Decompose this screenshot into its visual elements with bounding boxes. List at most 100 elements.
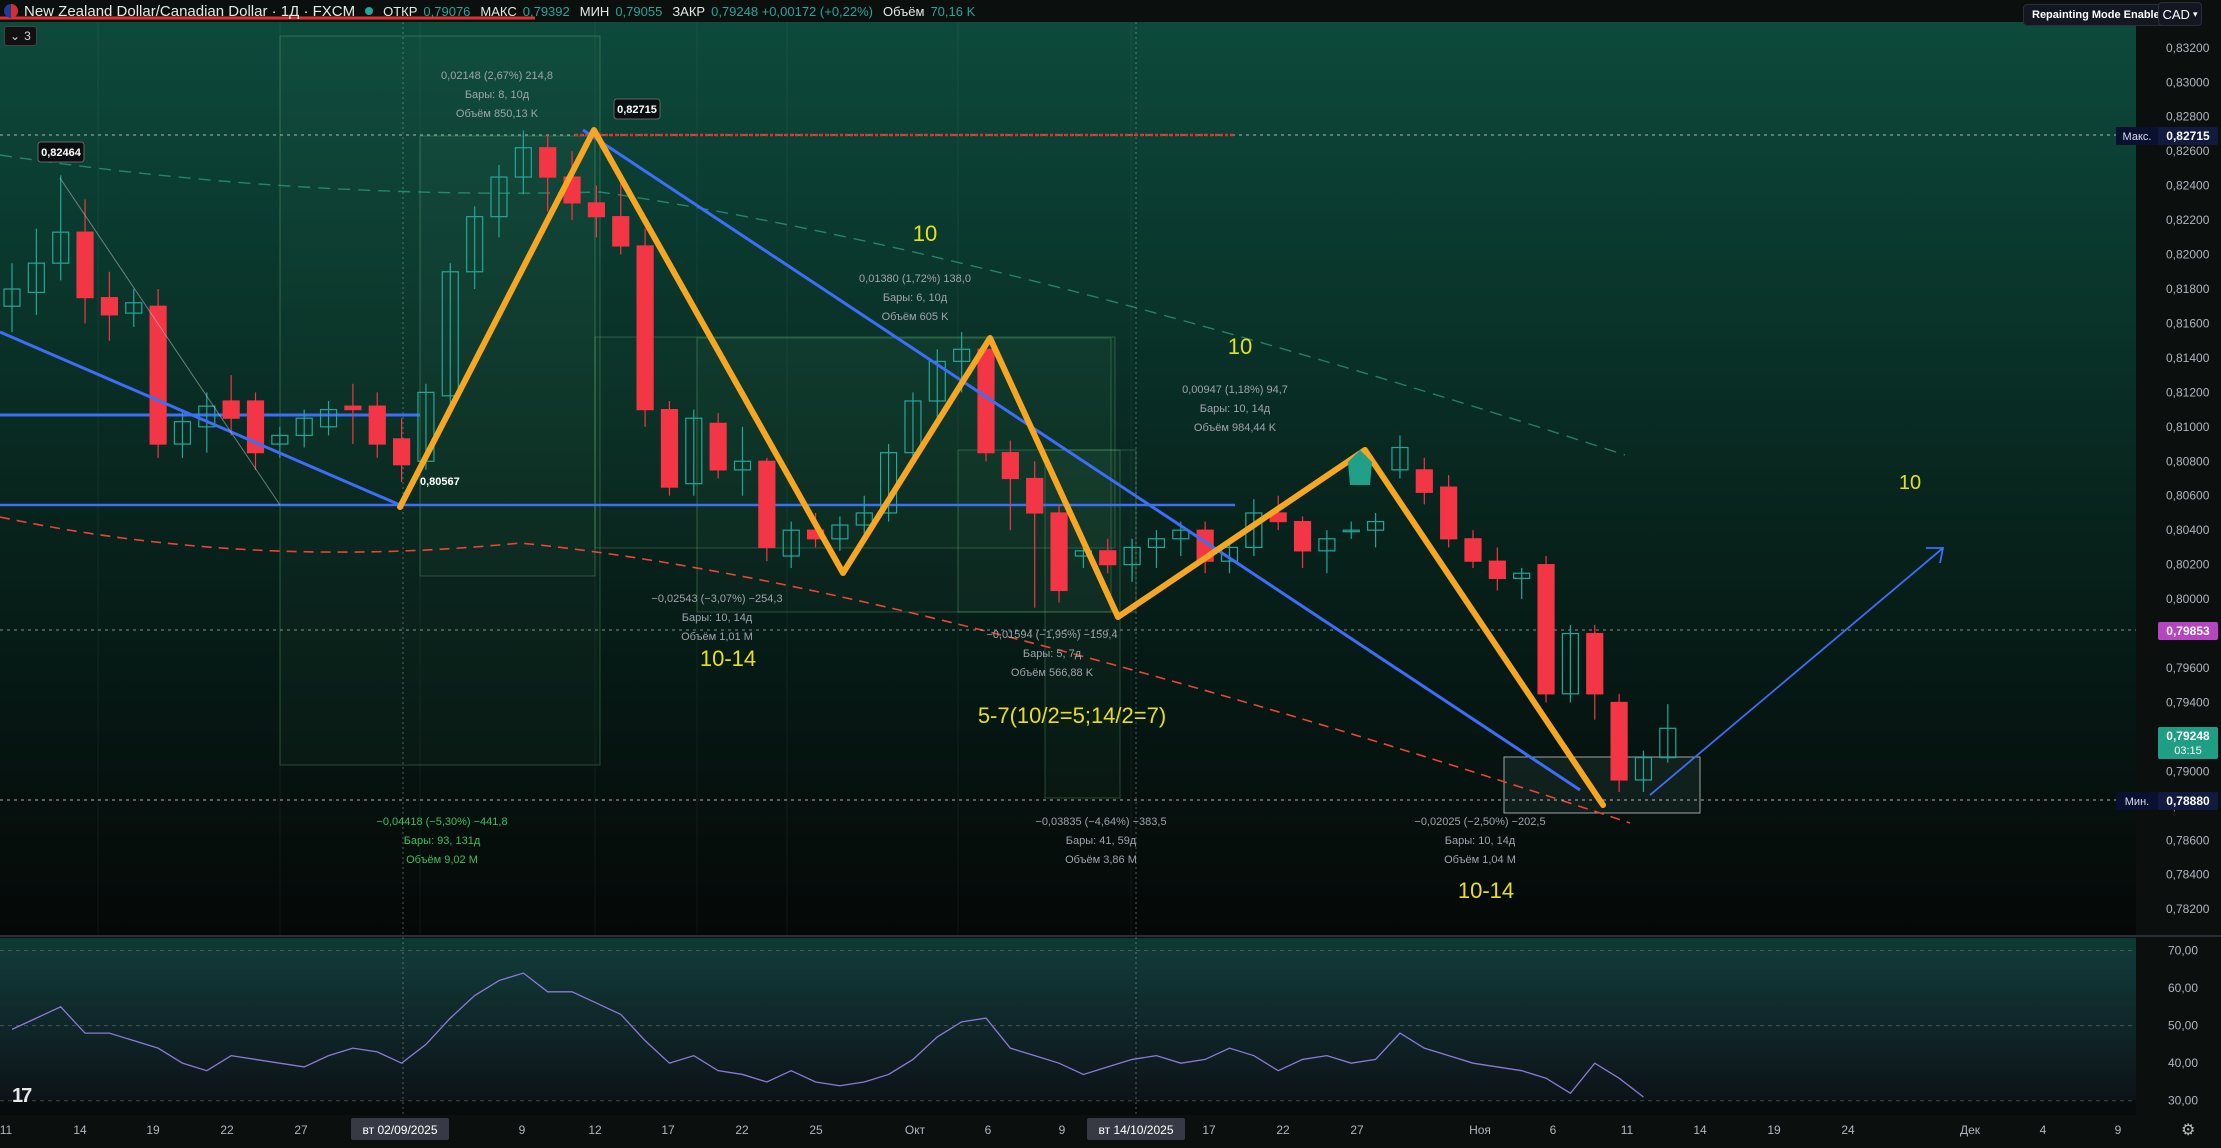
pivot-label-0-box: [37, 141, 85, 163]
price-axis-bg: [2136, 0, 2221, 1143]
cycle-label-2: 10: [1899, 472, 1921, 494]
chevron-down-icon: ⌄: [10, 29, 21, 43]
time-tick: 17: [1202, 1123, 1216, 1137]
price-tag-bg: [2158, 622, 2218, 640]
candle-up: [1561, 632, 1580, 695]
indicators-toggle[interactable]: ⌄ 3: [4, 26, 37, 46]
envelope-curves: [0, 154, 1631, 824]
currency-label: CAD: [2162, 6, 2190, 22]
market-open-icon: [365, 7, 374, 15]
price-tag-value: 0,82715: [2166, 129, 2210, 143]
price-tick: 0,79400: [2166, 695, 2210, 709]
candle-up: [466, 216, 484, 273]
price-tick: 0,83000: [2166, 75, 2210, 89]
symbol-title[interactable]: New Zealand Dollar/Canadian Dollar · 1Д …: [24, 2, 356, 20]
price-tick: 0,80000: [2166, 592, 2210, 606]
pivot-label-0: 0,82464: [41, 147, 82, 159]
measure-label-3-0: −0,02543 (−3,07%) −254,3: [651, 593, 782, 605]
candle-up: [52, 231, 70, 264]
candle-down: [758, 460, 776, 549]
time-tick: 9: [519, 1123, 526, 1137]
repainting-mode-button[interactable]: Repainting Mode Enabled: [2023, 4, 2176, 26]
time-tick: 27: [1350, 1123, 1364, 1137]
high-label: МАКС: [480, 3, 517, 19]
projection-arrow: [1649, 547, 1944, 796]
candle-up: [928, 360, 946, 402]
open-label: ОТКР: [383, 3, 418, 19]
candle-up: [782, 529, 800, 557]
price-tag-value: 0,78880: [2166, 794, 2210, 808]
price-tick: 0,80200: [2166, 558, 2210, 572]
measure-label-0-2: Объём 850,13 K: [456, 108, 539, 120]
measure-label-7-2: Объём 1,04 M: [1444, 854, 1516, 866]
flag-icon: [4, 4, 18, 18]
candle-down: [1099, 550, 1117, 566]
time-tick: 24: [1841, 1123, 1855, 1137]
close-label: ЗАКР: [672, 3, 706, 19]
measure-label-2-1: Бары: 10, 14д: [1200, 403, 1271, 415]
candle-down: [1026, 477, 1044, 514]
candle-up: [1147, 538, 1166, 549]
candle-down: [539, 147, 557, 178]
time-tick: 4: [2040, 1123, 2047, 1137]
price-tick: 0,81200: [2166, 385, 2210, 399]
candle-up: [831, 524, 849, 540]
candle-up: [1513, 572, 1531, 580]
cycle-label-4: 10-14: [1458, 878, 1514, 903]
candle-up: [125, 302, 143, 314]
time-tick: 22: [735, 1123, 749, 1137]
indicator-count: 3: [24, 29, 31, 43]
measure-label-3-1: Бары: 10, 14д: [682, 612, 753, 624]
axes: 0,83200 0,83000 0,82800 0,82600 0,82400 0,822…: [0, 41, 2218, 1140]
candle-up: [1659, 727, 1677, 759]
time-tick: 25: [809, 1123, 823, 1137]
rsi-tick: 30,00: [2168, 1094, 2198, 1108]
price-tick: 0,82800: [2166, 110, 2210, 124]
price-tick: 0,78600: [2166, 833, 2210, 847]
cycle-label-1: 10: [1228, 334, 1252, 359]
price-tag-bg: [2158, 727, 2218, 759]
time-tick: Дек: [1960, 1123, 1981, 1137]
measure-box: [957, 449, 1137, 613]
candle-down: [344, 405, 362, 411]
time-cursor-label: вт 14/10/2025: [1099, 1123, 1174, 1137]
time-tick: Окт: [905, 1123, 926, 1137]
time-tick: 19: [1767, 1123, 1781, 1137]
time-tick: 17: [661, 1123, 675, 1137]
measure-label-6-0: −0,03835 (−4,64%) −383,5: [1035, 816, 1166, 828]
measure-label-3-2: Объём 1,01 M: [681, 631, 753, 643]
time-cursor-label: вт 02/09/2025: [363, 1123, 438, 1137]
symbol-header: New Zealand Dollar/Canadian Dollar · 1Д …: [0, 0, 979, 22]
price-tick: 0,81800: [2166, 282, 2210, 296]
price-tag-value: 0,79853: [2166, 624, 2210, 638]
tradingview-logo-icon[interactable]: 17: [12, 1085, 32, 1107]
zigzag[interactable]: [397, 127, 1606, 808]
measure-box: [419, 135, 596, 577]
rsi-tick: 60,00: [2168, 981, 2198, 995]
measure-label-0-0: 0,02148 (2,67%) 214,8: [441, 70, 553, 82]
candle-down: [1050, 512, 1068, 592]
price-tick: 0,79000: [2166, 764, 2210, 778]
price-tick: 0,82400: [2166, 179, 2210, 193]
price-tick: 0,81000: [2166, 420, 2210, 434]
candle-up: [441, 271, 459, 397]
time-tick: 22: [220, 1123, 234, 1137]
candle-up: [1391, 446, 1409, 471]
trend-lines[interactable]: [0, 128, 1945, 796]
candle-up: [733, 460, 752, 471]
candle-up: [1366, 520, 1385, 531]
price-tick: 0,83200: [2166, 41, 2210, 55]
low-value: 0,79055: [615, 3, 663, 19]
currency-selector[interactable]: CAD ▾: [2158, 2, 2202, 26]
price-tick: 0,81400: [2166, 351, 2210, 365]
gear-icon[interactable]: ⚙: [2181, 1122, 2196, 1139]
candle-up: [173, 421, 192, 445]
candle-up: [904, 400, 922, 454]
highlight-marker: [1348, 450, 1372, 485]
candle-up: [27, 262, 45, 294]
candle-down: [368, 405, 386, 445]
measure-label-2-0: 0,00947 (1,18%) 94,7: [1182, 384, 1288, 396]
low-label: МИН: [579, 3, 610, 19]
